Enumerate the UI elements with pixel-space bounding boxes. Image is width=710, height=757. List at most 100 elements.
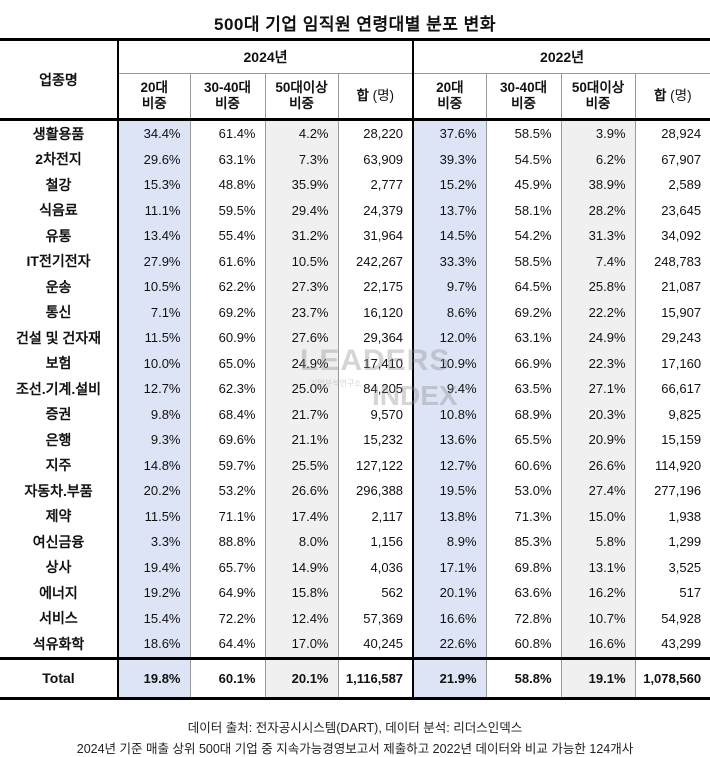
- industry-name: 철강: [45, 176, 72, 193]
- headcount-total-2022: 248,783: [634, 248, 710, 274]
- share-30-40s-2022: 64.5%: [485, 274, 562, 300]
- table-row: 생활용품 34.4% 61.4% 4.2% 28,220 37.6% 58.5% 3.9% 28…: [0, 119, 710, 147]
- share-50plus-2022: 38.9%: [560, 172, 636, 198]
- share-30-40s-2022: 45.9%: [485, 172, 562, 198]
- share-50plus-2022: 6.2%: [560, 146, 636, 172]
- industry-name: 조선.기계.설비: [15, 380, 102, 397]
- share-50plus-2024: 15.8%: [264, 580, 338, 606]
- share-30-40s-2022: 54.2%: [485, 223, 562, 249]
- headcount-total-2024: 562: [337, 580, 414, 606]
- industry-name: 은행: [45, 431, 72, 448]
- share-50plus-2024: 27.6%: [264, 325, 338, 351]
- share-50plus-2024: 17.4%: [264, 503, 338, 529]
- headcount-total-2022: 66,617: [634, 376, 710, 402]
- share-30-40s-2022: 63.6%: [485, 580, 562, 606]
- share-50plus-2022: 27.1%: [560, 376, 636, 402]
- share-50plus-2024: 31.2%: [264, 223, 338, 249]
- share-20s-2024: 10.0%: [117, 350, 190, 376]
- share-30-40s-2024: 62.3%: [189, 376, 265, 402]
- headcount-total-2022: 54,928: [634, 605, 710, 631]
- share-30-40s-2024: 72.2%: [189, 605, 265, 631]
- headcount-total-2022: 43,299: [634, 631, 710, 658]
- share-30-40s-2022: 69.8%: [485, 554, 562, 580]
- share-20s-2022: 21.9%: [412, 656, 487, 700]
- share-50plus-2022: 28.2%: [560, 197, 636, 223]
- industry-name: 생활용품: [32, 125, 85, 142]
- share-50plus-2022: 22.3%: [560, 350, 636, 376]
- share-30-40s-2022: 71.3%: [485, 503, 562, 529]
- headcount-total-2024: 17,410: [337, 350, 414, 376]
- share-50plus-2022: 19.1%: [560, 656, 636, 700]
- share-30-40s-2022: 66.9%: [485, 350, 562, 376]
- headcount-total-2024: 127,122: [337, 452, 414, 478]
- share-50plus-2022: 15.0%: [560, 503, 636, 529]
- headcount-total-2024: 4,036: [337, 554, 414, 580]
- share-30-40s-2024: 69.2%: [189, 299, 265, 325]
- share-30-40s-2024: 68.4%: [189, 401, 265, 427]
- share-30-40s-2024: 59.7%: [189, 452, 265, 478]
- headcount-total-2022: 3,525: [634, 554, 710, 580]
- share-30-40s-2022: 53.0%: [485, 478, 562, 504]
- share-20s-2022: 20.1%: [412, 580, 487, 606]
- share-30-40s-2024: 61.6%: [189, 248, 265, 274]
- table-row: 에너지 19.2% 64.9% 15.8% 562 20.1% 63.6% 16.2% 517: [0, 580, 710, 606]
- share-30-40s-2024: 71.1%: [189, 503, 265, 529]
- data-source-note: 데이터 출처: 전자공시시스템(DART), 데이터 분석: 리더스인덱스: [187, 721, 523, 735]
- share-50plus-2022: 7.4%: [560, 248, 636, 274]
- share-30-40s-2022: 60.8%: [485, 631, 562, 658]
- headcount-total-2024: 31,964: [337, 223, 414, 249]
- share-50plus-2024: 10.5%: [264, 248, 338, 274]
- headcount-total-2024: 84,205: [337, 376, 414, 402]
- headcount-total-2024: 28,220: [337, 119, 414, 147]
- share-20s-2022: 10.8%: [412, 401, 487, 427]
- share-30-40s-2022: 63.1%: [485, 325, 562, 351]
- table-row: 지주 14.8% 59.7% 25.5% 127,122 12.7% 60.6% 26.6% 1…: [0, 452, 710, 478]
- headcount-total-2022: 277,196: [634, 478, 710, 504]
- headcount-total-2024: 2,117: [337, 503, 414, 529]
- sample-description-note: 2024년 기준 매출 상위 500대 기업 중 지속가능경영보고서 제출하고 …: [76, 742, 634, 756]
- share-20s-2022: 13.7%: [412, 197, 487, 223]
- share-30-40s-2024: 55.4%: [189, 223, 265, 249]
- headcount-total-2024: 22,175: [337, 274, 414, 300]
- share-20s-2022: 13.8%: [412, 503, 487, 529]
- share-20s-2022: 37.6%: [412, 119, 487, 147]
- table-row: 여신금융 3.3% 88.8% 8.0% 1,156 8.9% 85.3% 5.8% 1,299: [0, 529, 710, 555]
- share-20s-2022: 8.9%: [412, 529, 487, 555]
- share-30-40s-2022: 85.3%: [485, 529, 562, 555]
- industry-name: 보험: [45, 355, 72, 372]
- share-50plus-2024: 14.9%: [264, 554, 338, 580]
- table-row: 운송 10.5% 62.2% 27.3% 22,175 9.7% 64.5% 25.8% 21,…: [0, 274, 710, 300]
- share-20s-2024: 10.5%: [117, 274, 190, 300]
- industry-name: IT전기전자: [26, 253, 91, 270]
- table-row: 건설 및 건자재 11.5% 60.9% 27.6% 29,364 12.0% 63.1% 2…: [0, 325, 710, 351]
- share-20s-2024: 12.7%: [117, 376, 190, 402]
- share-30-40s-2022: 63.5%: [485, 376, 562, 402]
- share-30-40s-2022: 60.6%: [485, 452, 562, 478]
- share-50plus-2022: 20.3%: [560, 401, 636, 427]
- share-50plus-2024: 21.1%: [264, 427, 338, 453]
- total-row: Total 19.8% 60.1% 20.1% 1,116,587 21.9% 58.8% 1…: [0, 656, 710, 700]
- industry-name: 2차전지: [35, 151, 82, 168]
- share-20s-2024: 19.2%: [117, 580, 190, 606]
- table-row: 제약 11.5% 71.1% 17.4% 2,117 13.8% 71.3% 15.0% 1,9…: [0, 503, 710, 529]
- headcount-total-2024: 1,116,587: [337, 656, 414, 700]
- share-20s-2022: 15.2%: [412, 172, 487, 198]
- share-30-40s-2022: 58.5%: [485, 119, 562, 147]
- table-body: 생활용품 34.4% 61.4% 4.2% 28,220 37.6% 58.5% 3.9% 28…: [0, 119, 710, 700]
- share-20s-2024: 9.8%: [117, 401, 190, 427]
- share-50plus-2024: 20.1%: [264, 656, 338, 700]
- headcount-total-2022: 17,160: [634, 350, 710, 376]
- share-30-40s-2022: 54.5%: [485, 146, 562, 172]
- headcount-total-2024: 29,364: [337, 325, 414, 351]
- headcount-total-2024: 24,379: [337, 197, 414, 223]
- share-30-40s-2024: 65.0%: [189, 350, 265, 376]
- headcount-total-2022: 1,299: [634, 529, 710, 555]
- industry-name: 통신: [45, 304, 72, 321]
- table-row: 철강 15.3% 48.8% 35.9% 2,777 15.2% 45.9% 38.9% 2,5…: [0, 172, 710, 198]
- headcount-total-2022: 9,825: [634, 401, 710, 427]
- share-30-40s-2024: 64.9%: [189, 580, 265, 606]
- year-header-2024: 2024년: [116, 38, 414, 74]
- headcount-total-2024: 9,570: [337, 401, 414, 427]
- share-20s-2022: 9.4%: [412, 376, 487, 402]
- industry-name: 유통: [45, 227, 72, 244]
